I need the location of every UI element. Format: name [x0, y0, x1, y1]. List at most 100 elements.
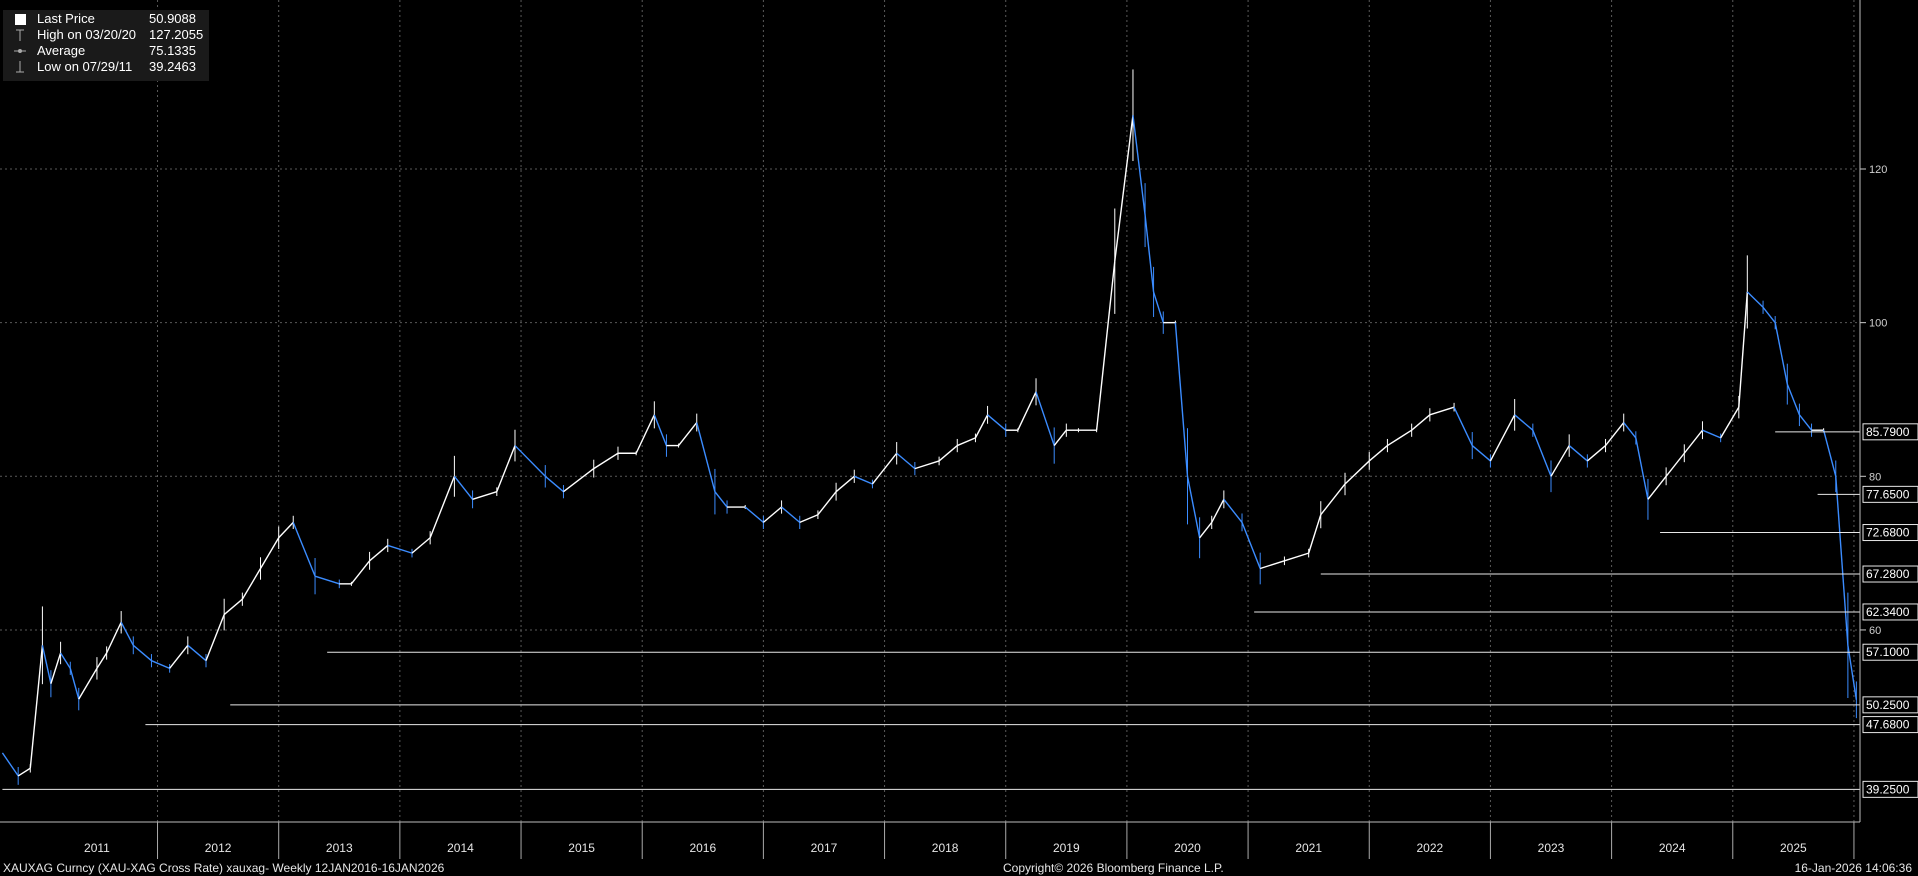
price-segment — [169, 644, 189, 669]
x-tick-label: 2020 — [1174, 841, 1201, 855]
level-tag-label: 85.7900 — [1866, 425, 1910, 439]
level-tag-label: 67.2800 — [1866, 567, 1910, 581]
price-segment — [1835, 476, 1849, 646]
price-segment — [369, 544, 389, 562]
copyright-notice: Copyright© 2026 Bloomberg Finance L.P. — [1003, 861, 1224, 875]
price-segment — [987, 414, 1007, 431]
price-segment — [1307, 514, 1322, 554]
price-segment — [1774, 322, 1788, 385]
price-segment — [1259, 560, 1285, 570]
price-segment — [1822, 430, 1837, 477]
price-segment — [1387, 429, 1413, 447]
price-segment — [1320, 483, 1346, 516]
price-segment — [1623, 422, 1637, 439]
price-segment — [1702, 429, 1721, 439]
x-tick-label: 2025 — [1780, 841, 1807, 855]
legend-average: Average 75.1335 — [3, 43, 209, 59]
price-segment — [1786, 383, 1801, 416]
price-segment — [1132, 115, 1146, 216]
chart-footer: XAUXAG Curncy (XAU-XAG Cross Rate) xauxa… — [0, 861, 1918, 876]
price-segment — [1053, 429, 1067, 447]
price-segment — [41, 645, 52, 684]
level-tag-box — [1862, 716, 1918, 734]
price-segment — [1746, 291, 1764, 308]
chart-legend: Last Price 50.9088 High on 03/20/20 127.… — [3, 10, 209, 81]
price-segment — [187, 644, 207, 662]
security-description: XAUXAG Curncy (XAU-XAG Cross Rate) xauxa… — [3, 861, 445, 875]
x-tick-label: 2012 — [205, 841, 232, 855]
price-segment — [496, 445, 516, 492]
price-segment — [1199, 521, 1213, 539]
x-tick-label: 2023 — [1538, 841, 1565, 855]
price-segment — [744, 506, 764, 523]
legend-last-price-value: 50.9088 — [149, 11, 196, 26]
price-segment — [78, 667, 98, 700]
price-segment — [1144, 215, 1155, 293]
price-segment — [1604, 422, 1625, 447]
price-segment — [1035, 391, 1055, 446]
x-tick-label: 2011 — [84, 841, 110, 855]
y-tick-label: 100 — [1869, 318, 1887, 330]
price-segment — [714, 491, 728, 508]
price-segment — [59, 652, 71, 669]
price-segment — [1, 752, 19, 777]
level-tag-label: 62.3400 — [1866, 605, 1910, 619]
price-segment — [429, 476, 456, 539]
price-segment — [1635, 437, 1649, 500]
price-segment — [1532, 429, 1552, 477]
price-segment — [105, 621, 122, 654]
price-level-annotations: 85.7900 77.6500 72.6800 67.2800 62.3400 57.10… — [2, 423, 1918, 798]
x-tick-label: 2022 — [1416, 841, 1443, 855]
price-segment — [1186, 476, 1201, 538]
price-segment — [762, 506, 783, 523]
price-segment — [1241, 522, 1261, 569]
legend-high-value: 127.2055 — [149, 27, 204, 42]
price-segment — [1368, 445, 1388, 462]
price-segment — [1095, 261, 1116, 431]
price-segment — [205, 614, 225, 661]
level-tag-box — [1862, 524, 1918, 542]
price-segment — [1586, 445, 1606, 462]
price-segment — [50, 652, 62, 684]
level-tag-label: 39.2500 — [1866, 782, 1910, 796]
x-tick-label: 2016 — [689, 841, 716, 855]
level-tag-label: 77.6500 — [1866, 487, 1910, 501]
chart-grid — [0, 0, 1860, 822]
price-segment — [563, 468, 595, 493]
price-segment — [151, 660, 170, 669]
level-tag-box — [1862, 696, 1918, 714]
legend-high: High on 03/20/20 127.2055 — [3, 27, 209, 43]
legend-average-value: 75.1335 — [149, 43, 196, 58]
price-segment — [1284, 552, 1309, 562]
x-tick-label: 2015 — [568, 841, 595, 855]
level-tag-box — [1862, 565, 1918, 583]
y-axis: 120 100 80 60 — [1859, 0, 1887, 822]
price-segment — [1762, 306, 1776, 324]
level-tag-box — [1862, 603, 1918, 621]
x-tick-label: 2019 — [1053, 841, 1080, 855]
level-tag-box — [1862, 485, 1918, 503]
price-segment — [896, 452, 916, 470]
legend-low-value: 39.2463 — [149, 59, 196, 74]
price-segment — [1665, 452, 1685, 477]
price-segment — [1471, 445, 1491, 462]
price-segment — [514, 445, 546, 477]
x-tick-label: 2018 — [932, 841, 959, 855]
price-segment — [292, 522, 316, 577]
price-segment — [799, 514, 819, 524]
high-marker-icon — [13, 27, 27, 43]
price-segment — [544, 475, 564, 493]
legend-high-label: High on 03/20/20 — [37, 27, 137, 42]
average-marker-icon — [13, 43, 27, 59]
x-tick-label: 2017 — [811, 841, 838, 855]
y-tick-label: 120 — [1869, 164, 1887, 176]
low-marker-icon — [13, 59, 27, 75]
price-segment — [411, 537, 431, 554]
price-segment — [781, 506, 801, 523]
price-segment — [241, 568, 262, 600]
price-segment — [1152, 291, 1164, 323]
x-tick-label: 2024 — [1659, 841, 1686, 855]
level-tag-label: 47.6800 — [1866, 718, 1910, 732]
price-segment — [635, 414, 655, 454]
price-segment — [1429, 406, 1455, 416]
